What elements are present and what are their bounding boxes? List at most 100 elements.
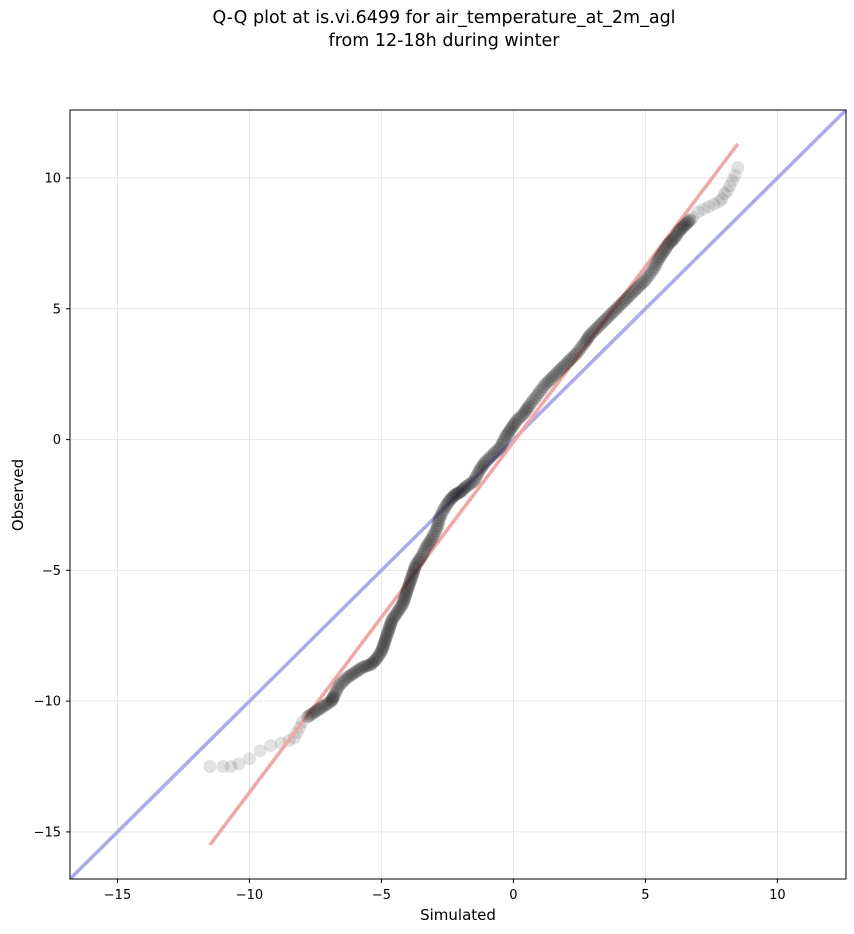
data-point: [415, 548, 429, 562]
data-point: [306, 706, 320, 720]
data-point: [538, 378, 552, 392]
data-point: [646, 263, 660, 277]
data-point: [605, 306, 619, 320]
fit-line: [208, 142, 740, 847]
data-point: [546, 370, 560, 384]
data-point: [495, 438, 509, 452]
data-point: [665, 234, 679, 248]
data-point: [381, 625, 395, 639]
x-tick-label: 0: [509, 888, 517, 903]
x-ticks: −15 −10 −5 0 5 10: [104, 879, 786, 903]
chart-title-line-1: Q-Q plot at is.vi.6499 for air_temperatu…: [212, 8, 676, 28]
data-point: [454, 485, 468, 499]
data-point: [397, 593, 411, 607]
data-point: [674, 222, 688, 236]
data-point: [376, 641, 390, 655]
data-point: [354, 661, 368, 675]
data-point: [451, 486, 465, 500]
data-point: [407, 564, 421, 578]
data-point-tail: [707, 197, 721, 211]
data-point: [331, 681, 345, 695]
data-point: [656, 246, 670, 260]
data-point: [489, 444, 503, 458]
data-point: [673, 223, 687, 237]
data-point: [375, 642, 389, 656]
data-point: [591, 320, 605, 334]
data-point: [400, 584, 414, 598]
data-point: [382, 621, 396, 635]
data-point: [657, 244, 671, 258]
data-point: [502, 424, 516, 438]
data-point: [675, 221, 689, 235]
data-point: [661, 238, 675, 252]
data-point: [572, 344, 586, 358]
data-point: [580, 332, 594, 346]
data-point-tail: [253, 744, 267, 758]
data-point: [383, 619, 397, 633]
data-point: [544, 372, 558, 386]
data-point: [615, 297, 629, 311]
y-tick-label: −15: [34, 825, 61, 840]
data-point: [389, 607, 403, 621]
data-point: [574, 341, 588, 355]
data-point: [473, 462, 487, 476]
data-point: [623, 289, 637, 303]
data-point: [444, 491, 458, 505]
x-tick-label: −10: [236, 888, 263, 903]
data-point: [540, 376, 554, 390]
data-point-tail: [712, 195, 726, 209]
data-point: [629, 283, 643, 297]
data-point: [303, 709, 317, 723]
data-point: [642, 268, 656, 282]
data-point: [384, 615, 398, 629]
y-tick-label: 10: [44, 172, 61, 187]
data-point: [599, 312, 613, 326]
data-point: [438, 501, 452, 515]
data-point: [377, 637, 391, 651]
data-point: [578, 336, 592, 350]
data-point: [469, 469, 483, 483]
data-point: [630, 281, 644, 295]
data-point: [471, 467, 485, 481]
data-point: [570, 346, 584, 360]
data-point: [517, 406, 531, 420]
x-tick-label: −5: [372, 888, 391, 903]
data-point: [648, 260, 662, 274]
data-point: [625, 287, 639, 301]
data-point: [499, 430, 513, 444]
data-point: [418, 542, 432, 556]
data-point: [603, 308, 617, 322]
data-point-tail: [224, 760, 238, 774]
data-point: [681, 215, 695, 229]
data-point: [402, 578, 416, 592]
data-point: [447, 489, 461, 503]
y-axis-label: Observed: [9, 459, 27, 531]
data-point: [356, 660, 370, 674]
data-point: [326, 692, 340, 706]
data-point: [562, 354, 576, 368]
data-point-tail: [232, 757, 246, 771]
data-point: [446, 490, 460, 504]
data-point: [373, 646, 387, 660]
data-point: [536, 380, 550, 394]
data-point: [426, 529, 440, 543]
data-point-tail: [691, 205, 705, 219]
data-point: [670, 227, 684, 241]
data-point: [368, 654, 382, 668]
data-point: [583, 328, 597, 342]
data-point: [405, 568, 419, 582]
data-point: [619, 293, 633, 307]
data-point: [617, 295, 631, 309]
data-point-tail: [715, 192, 729, 206]
data-point: [505, 420, 519, 434]
data-point: [506, 418, 520, 432]
data-point: [465, 476, 479, 490]
data-point: [468, 472, 482, 486]
data-point: [556, 360, 570, 374]
data-point: [327, 689, 341, 703]
data-point: [413, 552, 427, 566]
data-point: [334, 676, 348, 690]
data-point: [367, 655, 381, 669]
data-point: [611, 300, 625, 314]
